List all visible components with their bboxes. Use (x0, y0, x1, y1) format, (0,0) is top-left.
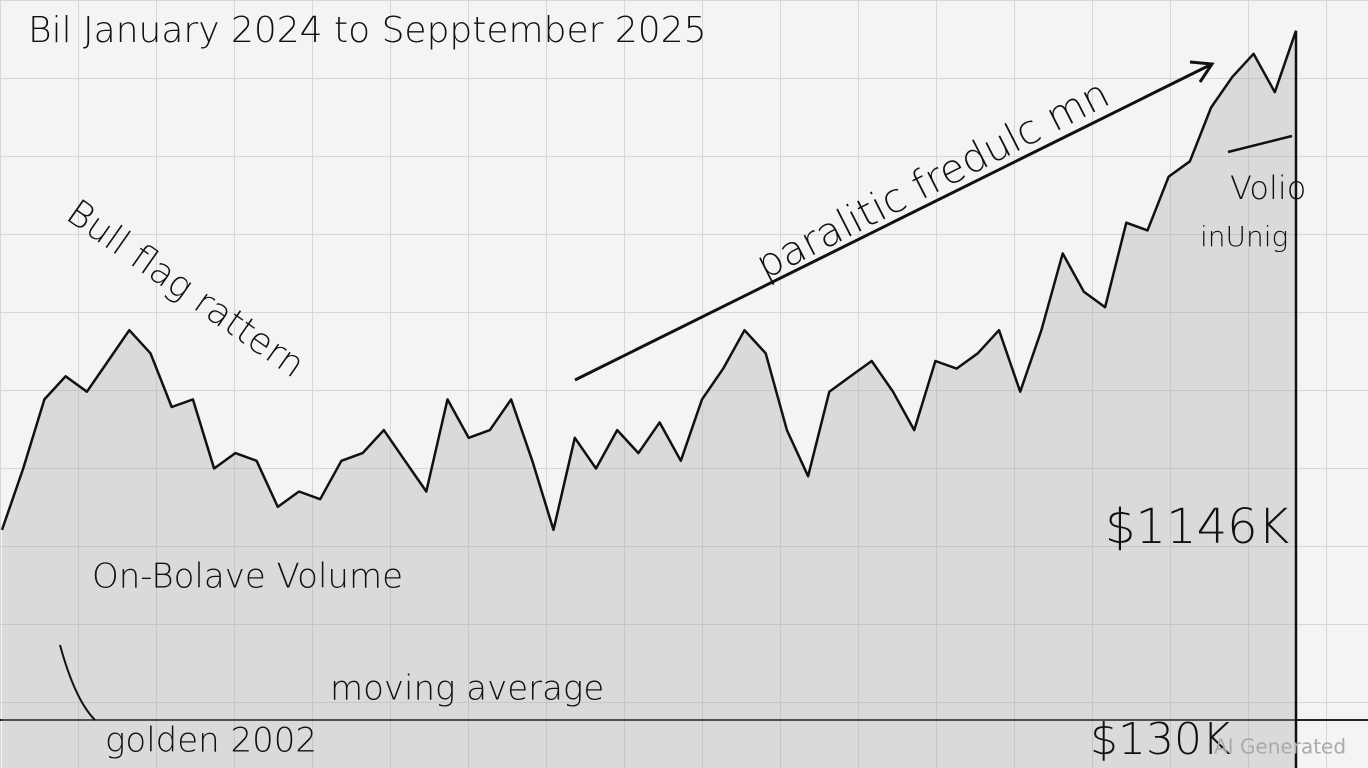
plot (0, 30, 1298, 768)
annotation: $1146K (1105, 499, 1289, 555)
annotation: Volio (1230, 169, 1306, 207)
price-line (0, 30, 1298, 532)
annotation: golden 2002 (105, 721, 317, 761)
annotation: On-Bolave Volume (92, 557, 403, 597)
annotation: Bull flag rattern (59, 192, 312, 386)
pointer-stroke (1227, 134, 1293, 154)
annotation: inUnig (1200, 220, 1288, 253)
trend-arrow (574, 60, 1215, 382)
pointer-arrow (59, 644, 96, 721)
annotation: moving average (330, 669, 604, 709)
annotation: $130K (1090, 714, 1231, 765)
area-fill (2, 30, 1296, 768)
watermark: AI Generated (1214, 735, 1346, 759)
chart-title: Bil January 2024 to Sepptember 2025 (28, 10, 706, 51)
